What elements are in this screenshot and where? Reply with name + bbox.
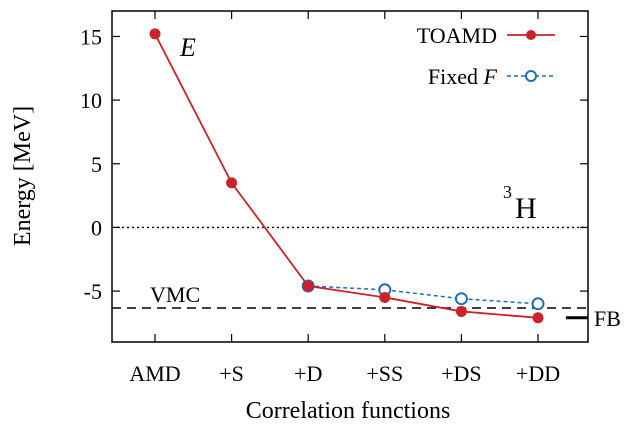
energy-symbol: E <box>179 33 196 62</box>
y-tick-label: 0 <box>91 215 102 240</box>
x-tick-label: +SS <box>366 361 403 386</box>
data-point-fixed-f <box>454 292 468 306</box>
data-point-toamd <box>532 312 544 324</box>
vmc-label: VMC <box>150 282 200 307</box>
y-tick-label: 10 <box>80 88 102 113</box>
legend-label-f-italic: F <box>483 64 498 89</box>
series-line-fixed-f <box>308 285 539 305</box>
data-point-toamd <box>226 177 238 189</box>
legend-label-fixed-part: Fixed <box>428 64 484 89</box>
legend-marker-toamd <box>526 30 536 40</box>
legend-marker-fixed-f <box>525 70 537 82</box>
y-tick-label: 15 <box>80 24 102 49</box>
series-line-toamd <box>154 33 539 319</box>
x-tick-label: +DD <box>516 361 560 386</box>
legend-label-fixed-f: Fixed F <box>428 64 498 89</box>
reference-lines <box>112 226 588 309</box>
x-axis-ticks: AMD +S +D +SS +DS +DD <box>129 11 560 386</box>
plot-frame <box>111 10 589 343</box>
x-tick-label: AMD <box>129 361 180 386</box>
fb-label: FB <box>594 306 621 331</box>
data-point-fixed-f <box>531 297 545 311</box>
y-tick-label: -5 <box>84 279 102 304</box>
x-axis-label: Correlation functions <box>246 398 451 424</box>
data-point-toamd <box>149 28 161 40</box>
x-tick-label: +D <box>294 361 322 386</box>
data-point-toamd <box>379 291 391 303</box>
y-axis-label: Energy [MeV] <box>10 106 36 246</box>
legend: TOAMD Fixed F <box>417 23 555 89</box>
y-axis-ticks: 15 10 5 0 -5 <box>80 24 588 304</box>
nucleus-mass-number: 3 <box>503 182 512 202</box>
legend-label-toamd: TOAMD <box>417 23 497 48</box>
data-point-toamd <box>455 305 467 317</box>
data-point-toamd <box>302 280 314 292</box>
series-markers <box>149 28 545 324</box>
x-tick-label: +S <box>219 361 244 386</box>
nucleus-symbol: H <box>515 192 537 225</box>
series-lines <box>154 33 539 319</box>
x-tick-label: +DS <box>441 361 482 386</box>
y-tick-label: 5 <box>91 152 102 177</box>
